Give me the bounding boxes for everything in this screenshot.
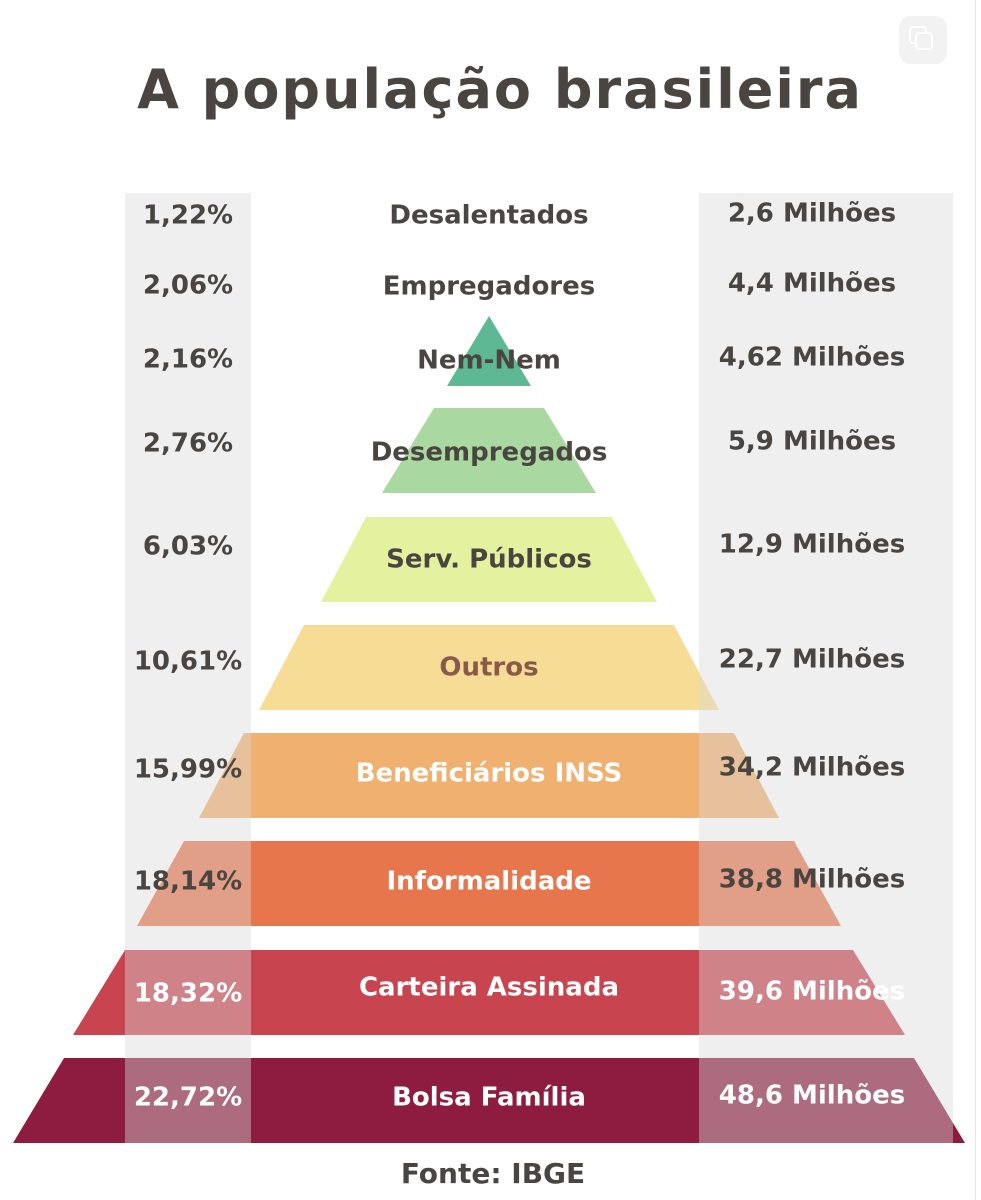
percent-label-desalentados: 1,22%	[143, 201, 233, 231]
category-label-informalidade: Informalidade	[386, 867, 591, 897]
pyramid-layers	[13, 316, 965, 1143]
category-label-serv-publicos: Serv. Públicos	[386, 545, 592, 575]
value-label-nem-nem: 4,62 Milhões	[719, 343, 905, 373]
pyramid-layer-informalidade	[137, 841, 841, 926]
category-label-desalentados: Desalentados	[389, 201, 588, 231]
page-title: A população brasileira	[137, 58, 863, 121]
category-label-outros: Outros	[439, 653, 538, 683]
percent-label-nem-nem: 2,16%	[143, 345, 233, 375]
pyramid-layer-bolsa-familia	[13, 1058, 965, 1143]
value-label-outros: 22,7 Milhões	[719, 645, 905, 675]
percent-label-desempregados: 2,76%	[143, 429, 233, 459]
pyramid-layer-carteira-assinada	[73, 950, 905, 1035]
percent-label-carteira-assinada: 18,32%	[134, 979, 242, 1009]
percent-label-serv-publicos: 6,03%	[143, 532, 233, 562]
percent-label-bolsa-familia: 22,72%	[134, 1083, 242, 1113]
pyramid-layer-outros	[259, 625, 719, 710]
category-label-carteira-assinada: Carteira Assinada	[359, 973, 619, 1003]
copy-icon[interactable]	[899, 16, 947, 64]
percent-label-beneficiarios-inss: 15,99%	[134, 755, 242, 785]
pyramid-labels: Desalentados 1,22% 2,6 Milhões Empregadores…	[134, 199, 905, 1113]
value-label-empregadores: 4,4 Milhões	[728, 269, 896, 299]
category-label-beneficiarios-inss: Beneficiários INSS	[356, 759, 623, 789]
value-label-bolsa-familia: 48,6 Milhões	[719, 1081, 905, 1111]
source-note: Fonte: IBGE	[400, 1157, 586, 1190]
percent-label-outros: 10,61%	[134, 647, 242, 677]
pyramid-layer-desempregados	[382, 408, 596, 493]
value-label-informalidade: 38,8 Milhões	[719, 865, 905, 895]
value-label-beneficiarios-inss: 34,2 Milhões	[719, 753, 905, 783]
copy-icon-front	[915, 32, 933, 50]
value-label-serv-publicos: 12,9 Milhões	[719, 530, 905, 560]
percent-label-empregadores: 2,06%	[143, 271, 233, 301]
category-label-desempregados: Desempregados	[371, 438, 608, 468]
value-label-desalentados: 2,6 Milhões	[728, 199, 896, 229]
category-label-bolsa-familia: Bolsa Família	[392, 1083, 586, 1113]
category-label-nem-nem: Nem-Nem	[417, 346, 561, 376]
value-column-band	[699, 193, 953, 1143]
category-label-empregadores: Empregadores	[383, 272, 595, 302]
pyramid-layer-serv-publicos	[321, 517, 657, 602]
pyramid-layer-nem-nem	[447, 316, 531, 386]
value-label-desempregados: 5,9 Milhões	[728, 427, 896, 457]
pyramid-layer-beneficiarios-inss	[199, 733, 779, 818]
percent-label-informalidade: 18,14%	[134, 867, 242, 897]
value-label-carteira-assinada: 39,6 Milhões	[719, 977, 905, 1007]
percent-column-band	[125, 193, 251, 1143]
